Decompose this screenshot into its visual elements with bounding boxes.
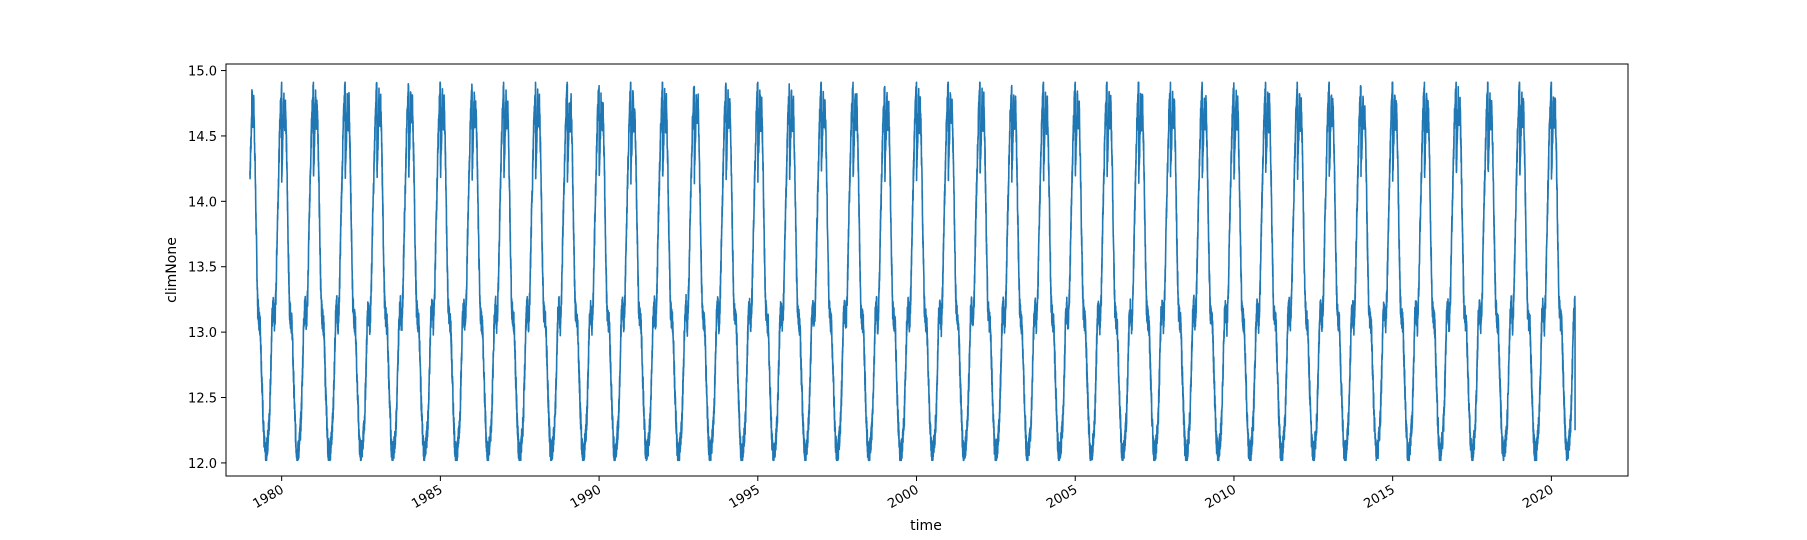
y-tick-label: 15.0 (188, 65, 217, 80)
y-tick-label: 14.5 (188, 130, 217, 145)
y-tick-label: 12.0 (188, 457, 217, 472)
x-axis-label: time (910, 518, 942, 534)
x-tick-label: 1985 (409, 482, 445, 512)
axes: 12.0 12.5 13.0 13.5 14.0 14.5 15.0 1980 1985 1990… (188, 63, 1629, 512)
x-tick-label: 2020 (1520, 482, 1556, 512)
x-tick-label: 1980 (250, 482, 286, 512)
x-tick-label: 2010 (1203, 482, 1239, 512)
y-tick-label: 13.0 (188, 326, 217, 341)
plot-frame (225, 63, 1629, 477)
x-tick-label: 2015 (1362, 482, 1398, 512)
plot-area (249, 81, 1576, 462)
y-tick-label: 12.5 (188, 392, 217, 407)
y-tick-label: 14.0 (188, 195, 217, 210)
x-tick-label: 1995 (727, 482, 763, 512)
y-tick-label: 13.5 (188, 261, 217, 276)
series-line (249, 81, 1576, 462)
y-axis-label: climNone (164, 237, 180, 303)
x-tick-label: 1990 (568, 482, 604, 512)
x-tick-label: 2005 (1044, 482, 1080, 512)
x-tick-label: 2000 (885, 482, 921, 512)
